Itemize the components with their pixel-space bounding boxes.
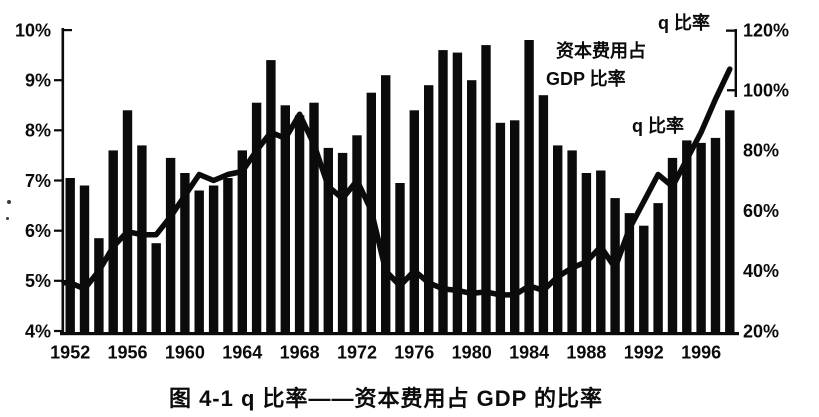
bar-1955 (108, 150, 118, 334)
bar-1996 (696, 142, 706, 334)
x-axis-label-1992: 1992 (624, 343, 664, 363)
bar-series-label-line2: GDP 比率 (546, 68, 626, 89)
x-axis-label-1964: 1964 (222, 343, 262, 363)
x-axis-label-1984: 1984 (509, 343, 549, 363)
bar-1980 (467, 80, 477, 334)
line-series-label: q 比率 (632, 115, 684, 136)
bar-series-label-line1: 资本费用占 (556, 40, 646, 61)
bar-1982 (495, 122, 506, 334)
right-axis-label-20%: 20% (743, 321, 779, 341)
bar-1987 (567, 150, 577, 334)
bar-1966 (266, 60, 276, 334)
right-axis-label-100%: 100% (743, 81, 789, 101)
bar-1995 (682, 140, 692, 334)
x-axis-label-1976: 1976 (394, 343, 434, 363)
bar-1998 (725, 110, 735, 334)
bar-1977 (424, 85, 434, 334)
x-axis-label-1972: 1972 (337, 343, 377, 363)
scan-artifact-dot (6, 217, 9, 220)
bar-1967 (280, 105, 290, 335)
bar-1974 (381, 75, 391, 334)
bar-1975 (395, 183, 405, 334)
axes-group: 10% 9% 8% 7% 6% 5% 4% 120% 100% 80% 60% 40% 20% 1952 1… (15, 20, 789, 362)
left-axis-label-6%: 6% (25, 221, 51, 241)
left-axis-tick-7% (54, 179, 63, 182)
left-axis-label-5%: 5% (25, 271, 51, 291)
bar-1964 (237, 150, 247, 334)
scan-artifact-dot (7, 200, 11, 204)
x-axis-label-1988: 1988 (566, 343, 606, 363)
x-axis-label-1960: 1960 (165, 343, 205, 363)
bar-1986 (553, 145, 563, 334)
bar-1968 (294, 115, 305, 334)
bar-1960 (180, 173, 190, 334)
bar-1992 (639, 225, 649, 334)
bar-1989 (596, 170, 606, 334)
bar-1970 (323, 147, 333, 334)
bar-1988 (581, 173, 592, 334)
right-axis-label-120%: 120% (743, 20, 789, 40)
left-axis-label-8%: 8% (25, 121, 51, 141)
bar-1952 (65, 178, 75, 334)
right-axis-tick-120 (726, 29, 735, 32)
bar-1994 (667, 157, 678, 334)
right-axis-label-60%: 60% (743, 201, 779, 221)
left-axis-label-7%: 7% (25, 171, 51, 191)
bar-1969 (309, 102, 319, 334)
x-axis-line (60, 332, 739, 336)
bar-1991 (624, 213, 635, 334)
bar-1972 (352, 135, 362, 334)
right-axis-tick-100 (727, 89, 735, 92)
bar-1993 (653, 203, 663, 334)
bar-1997 (710, 137, 721, 334)
left-axis-tick-9% (54, 79, 63, 82)
bar-1985 (538, 95, 549, 334)
bar-1978 (438, 50, 448, 334)
bar-1953 (79, 185, 90, 334)
left-axis-label-9%: 9% (25, 71, 51, 91)
bar-1959 (165, 157, 176, 334)
left-axis-tick-8% (54, 129, 63, 132)
bar-1981 (481, 45, 491, 334)
right-axis-line (734, 29, 737, 97)
left-axis-tick-4% (54, 329, 63, 333)
bar-1957 (137, 145, 147, 334)
bar-1963 (223, 178, 233, 334)
figure-caption: 图 4-1 q 比率——资本费用占 GDP 的比率 (168, 386, 604, 411)
line-series-group (61, 66, 733, 298)
bar-1956 (122, 110, 133, 334)
right-axis-label-80%: 80% (743, 141, 779, 161)
left-axis-top-tick (64, 29, 72, 32)
bar-1971 (337, 152, 348, 334)
x-axis-label-1996: 1996 (681, 343, 721, 363)
left-axis-tick-6% (54, 229, 63, 232)
bar-1958 (151, 243, 161, 334)
bar-1954 (94, 238, 104, 334)
x-axis-label-1952: 1952 (50, 343, 90, 363)
bar-1962 (208, 185, 219, 334)
bar-1984 (524, 40, 534, 334)
bar-1983 (510, 120, 520, 334)
x-axis-label-1968: 1968 (280, 343, 320, 363)
right-axis-label-40%: 40% (743, 261, 779, 281)
bar-series-group (65, 40, 735, 335)
x-axis-label-1980: 1980 (452, 343, 492, 363)
left-axis-label-10%: 10% (15, 20, 51, 40)
right-axis-title: q 比率 (658, 12, 710, 33)
bar-1976 (409, 110, 419, 334)
x-axis-label-1956: 1956 (107, 343, 147, 363)
bar-1965 (251, 102, 262, 334)
left-axis-tick-5% (54, 279, 63, 282)
bar-1961 (194, 190, 204, 334)
left-axis-label-4%: 4% (25, 321, 51, 341)
bar-1979 (452, 52, 463, 334)
q-ratio-line (61, 66, 733, 298)
